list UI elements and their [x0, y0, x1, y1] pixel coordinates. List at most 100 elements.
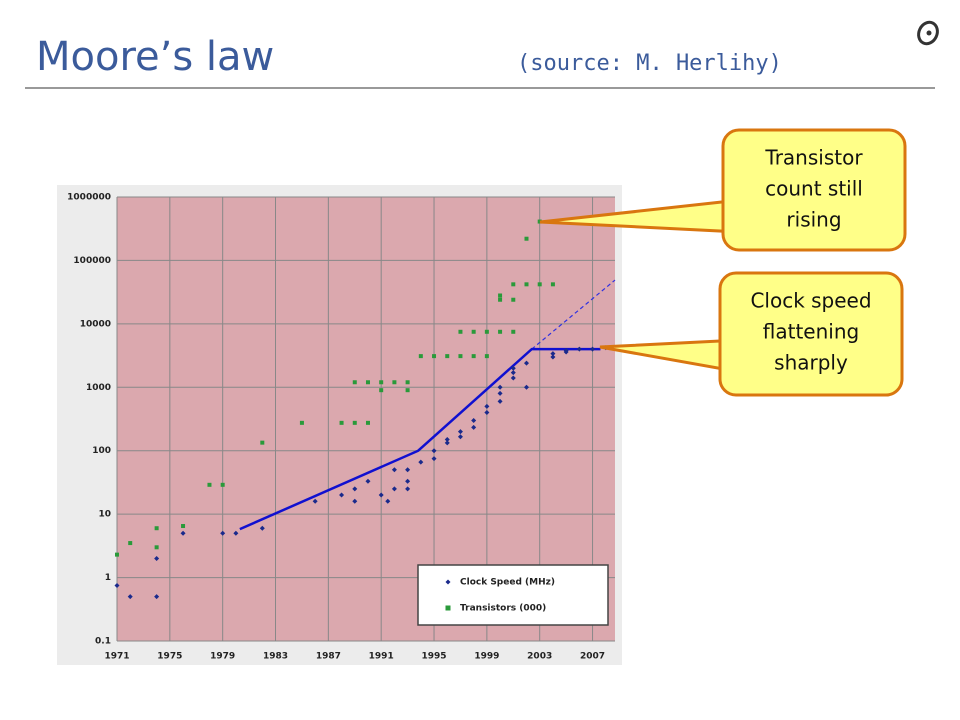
data-point — [431, 456, 437, 462]
data-point — [471, 417, 477, 423]
data-point — [352, 380, 357, 385]
legend-marker — [445, 579, 451, 585]
callout-joint — [724, 342, 744, 370]
slide-source: (source: M. Herlihy) — [517, 51, 782, 76]
data-point — [220, 530, 226, 536]
data-point — [445, 354, 450, 359]
data-point — [312, 498, 318, 504]
x-tick-label: 1991 — [369, 652, 394, 662]
data-point — [405, 388, 410, 393]
data-point — [510, 370, 516, 376]
data-point — [510, 375, 516, 381]
data-point — [498, 297, 503, 302]
data-point — [432, 354, 437, 359]
x-tick-label: 1975 — [157, 652, 182, 662]
data-point — [524, 282, 529, 287]
data-point — [523, 360, 529, 366]
callout-text: count still — [765, 177, 863, 201]
data-point — [352, 486, 358, 492]
data-point — [260, 440, 265, 445]
x-tick-label: 1999 — [474, 652, 499, 662]
data-point — [405, 478, 411, 484]
x-tick-label: 1995 — [421, 652, 446, 662]
callout-joint — [727, 202, 747, 230]
data-point — [497, 398, 503, 404]
data-point — [484, 410, 490, 416]
x-tick-label: 1987 — [316, 652, 341, 662]
data-point — [220, 482, 225, 487]
data-point — [537, 282, 542, 287]
data-point — [379, 380, 384, 385]
data-point — [511, 282, 516, 287]
data-point — [114, 582, 120, 588]
data-point — [484, 354, 489, 359]
data-point — [365, 420, 370, 425]
data-point — [259, 525, 265, 531]
data-point — [365, 380, 370, 385]
data-point — [299, 420, 304, 425]
data-point — [405, 467, 411, 473]
data-point — [511, 329, 516, 334]
y-tick-label: 1000 — [86, 383, 111, 393]
data-point — [154, 594, 160, 600]
data-point — [127, 594, 133, 600]
data-point — [385, 498, 391, 504]
callout-text: rising — [786, 208, 841, 232]
y-tick-label: 10000 — [80, 319, 111, 329]
callout-text: Clock speed — [750, 289, 871, 313]
data-point — [471, 329, 476, 334]
callout-box — [721, 128, 907, 252]
data-point — [365, 478, 371, 484]
data-point — [458, 354, 463, 359]
data-point — [510, 365, 516, 371]
data-point — [537, 219, 542, 224]
x-tick-label: 1971 — [104, 652, 129, 662]
data-point — [590, 346, 596, 352]
data-point — [233, 530, 239, 536]
data-point — [418, 459, 424, 465]
data-point — [418, 354, 423, 359]
data-point — [457, 429, 463, 435]
data-point — [392, 380, 397, 385]
x-tick-label: 2003 — [527, 652, 552, 662]
data-point — [484, 403, 490, 409]
callout-box — [718, 271, 904, 397]
data-point — [154, 526, 159, 531]
data-point — [207, 482, 212, 487]
data-point — [391, 486, 397, 492]
data-point — [379, 388, 384, 393]
data-point — [484, 329, 489, 334]
data-point — [457, 434, 463, 440]
data-point — [497, 390, 503, 396]
data-point — [511, 297, 516, 302]
data-point — [550, 351, 556, 357]
y-tick-label: 100 — [92, 446, 111, 456]
y-tick-label: 1 — [105, 573, 111, 583]
data-point — [498, 293, 503, 298]
data-point — [154, 555, 160, 561]
data-point — [458, 329, 463, 334]
y-tick-label: 1000000 — [67, 193, 111, 203]
data-point — [339, 420, 344, 425]
data-point — [115, 552, 119, 557]
data-point — [391, 467, 397, 473]
data-point — [497, 384, 503, 390]
data-point — [498, 329, 503, 334]
data-point — [444, 440, 450, 446]
data-point — [405, 486, 411, 492]
data-point — [471, 354, 476, 359]
y-tick-label: 100000 — [73, 256, 111, 266]
legend-box — [417, 564, 609, 626]
data-point — [180, 530, 186, 536]
data-point — [563, 348, 569, 354]
data-point — [471, 424, 477, 430]
x-tick-label: 1979 — [210, 652, 235, 662]
legend-label: Clock Speed (MHz) — [460, 578, 555, 588]
y-tick-label: 0.1 — [95, 637, 111, 647]
data-point — [523, 384, 529, 390]
data-point — [128, 541, 133, 546]
callout-text: flattening — [763, 320, 859, 344]
callout-text: Transistor — [764, 146, 863, 170]
y-tick-label: 10 — [98, 510, 111, 520]
